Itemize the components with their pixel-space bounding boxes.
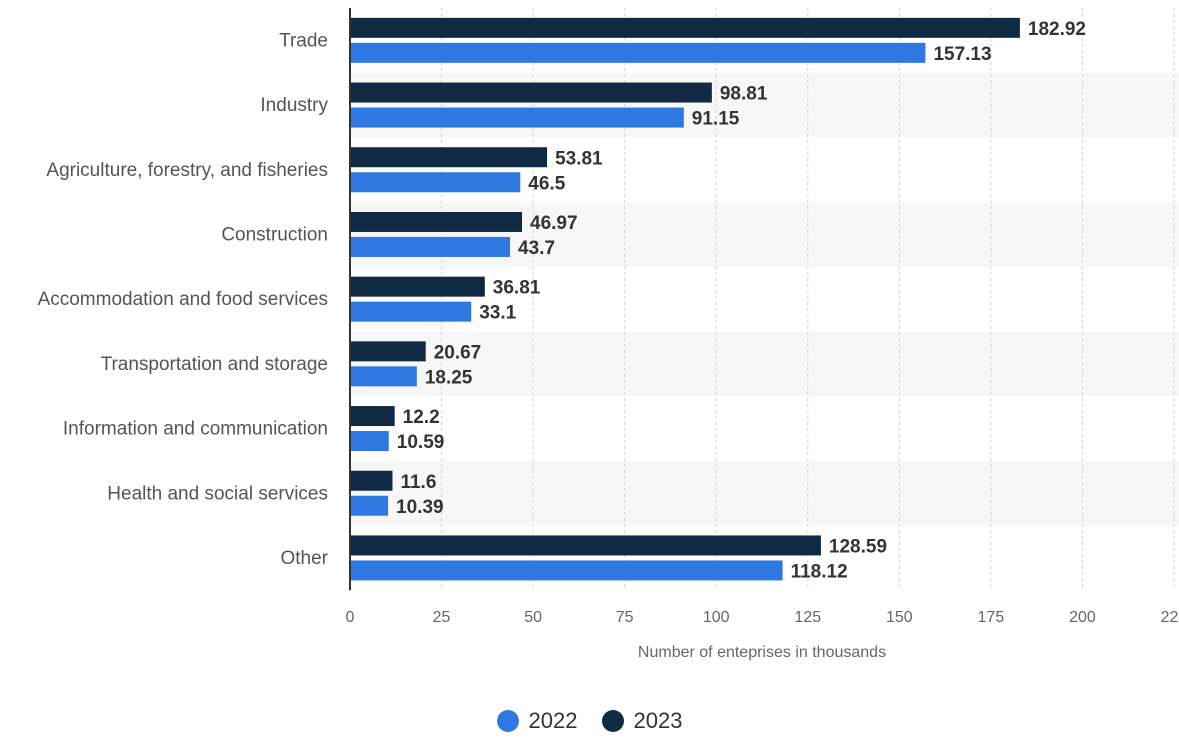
- value-label-2022: 10.59: [397, 432, 445, 453]
- value-label-2023: 11.6: [400, 472, 436, 493]
- category-band: [350, 332, 1179, 397]
- value-label-2023: 46.97: [530, 213, 578, 234]
- category-band: [350, 73, 1179, 138]
- value-label-2022: 46.5: [528, 173, 565, 194]
- x-tick-label: 200: [1069, 609, 1096, 626]
- x-tick-label: 50: [524, 609, 542, 626]
- value-label-2022: 157.13: [933, 44, 991, 65]
- category-labels: Trade Industry Agriculture, forestry, and …: [38, 30, 329, 569]
- bar-2023[interactable]: [350, 277, 485, 297]
- x-tick-labels: 0 25 50 75 100 125 150 175 200 225: [346, 609, 1179, 626]
- x-tick-label: 150: [886, 609, 913, 626]
- value-label-2022: 43.7: [518, 238, 555, 259]
- bar-chart: 182.92 157.13 98.81 91.15 53.81 46.5 46.97 43.7…: [0, 0, 1179, 700]
- bar-2022[interactable]: [350, 108, 684, 128]
- legend-item-2022[interactable]: 2022: [497, 708, 578, 734]
- bar-2022[interactable]: [350, 496, 388, 516]
- x-tick-label: 0: [346, 609, 355, 626]
- bar-2022[interactable]: [350, 366, 417, 386]
- category-label: Other: [280, 548, 328, 569]
- bar-2022[interactable]: [350, 43, 925, 63]
- x-tick-label: 25: [433, 609, 451, 626]
- value-label-2022: 18.25: [425, 367, 473, 388]
- category-label: Health and social services: [107, 483, 328, 504]
- bar-2023[interactable]: [350, 471, 392, 491]
- bar-2022[interactable]: [350, 431, 389, 451]
- value-label-2022: 33.1: [479, 303, 516, 324]
- bar-2022[interactable]: [350, 560, 783, 580]
- legend-marker-2023: [602, 710, 624, 732]
- category-label: Industry: [260, 95, 328, 116]
- x-tick-label: 100: [703, 609, 730, 626]
- legend-item-2023[interactable]: 2023: [602, 708, 683, 734]
- value-label-2023: 53.81: [555, 148, 603, 169]
- category-label: Construction: [221, 224, 328, 245]
- category-label: Transportation and storage: [101, 354, 328, 375]
- legend-label-2023: 2023: [634, 708, 683, 734]
- bar-2022[interactable]: [350, 302, 471, 322]
- legend-marker-2022: [497, 710, 519, 732]
- bar-2023[interactable]: [350, 212, 522, 232]
- value-label-2022: 10.39: [396, 497, 444, 518]
- value-label-2023: 98.81: [720, 84, 768, 105]
- legend-label-2022: 2022: [529, 708, 578, 734]
- category-label: Information and communication: [63, 419, 328, 440]
- value-label-2022: 118.12: [791, 561, 848, 582]
- legend: 2022 2023: [0, 708, 1179, 734]
- bar-2023[interactable]: [350, 147, 547, 167]
- bar-2022[interactable]: [350, 237, 510, 257]
- category-bands: [350, 73, 1179, 526]
- category-label: Trade: [279, 30, 328, 51]
- value-label-2022: 91.15: [692, 109, 740, 130]
- bar-2022[interactable]: [350, 172, 520, 192]
- value-label-2023: 182.92: [1028, 19, 1086, 40]
- bar-2023[interactable]: [350, 18, 1020, 38]
- category-band: [350, 202, 1179, 267]
- x-tick-label: 75: [616, 609, 634, 626]
- x-tick-label: 175: [978, 609, 1005, 626]
- value-label-2023: 36.81: [493, 278, 541, 299]
- bar-2023[interactable]: [350, 83, 712, 103]
- value-label-2023: 128.59: [829, 536, 887, 557]
- bar-2023[interactable]: [350, 406, 395, 426]
- value-label-2023: 12.2: [403, 407, 440, 428]
- category-label: Accommodation and food services: [38, 289, 328, 310]
- x-axis-title: Number of enteprises in thousands: [638, 644, 886, 661]
- value-label-2023: 20.67: [434, 342, 482, 363]
- bar-2023[interactable]: [350, 535, 821, 555]
- x-tick-label: 125: [794, 609, 821, 626]
- x-tick-label: 225: [1161, 609, 1179, 626]
- category-label: Agriculture, forestry, and fisheries: [46, 160, 328, 181]
- category-band: [350, 461, 1179, 526]
- bar-2023[interactable]: [350, 341, 426, 361]
